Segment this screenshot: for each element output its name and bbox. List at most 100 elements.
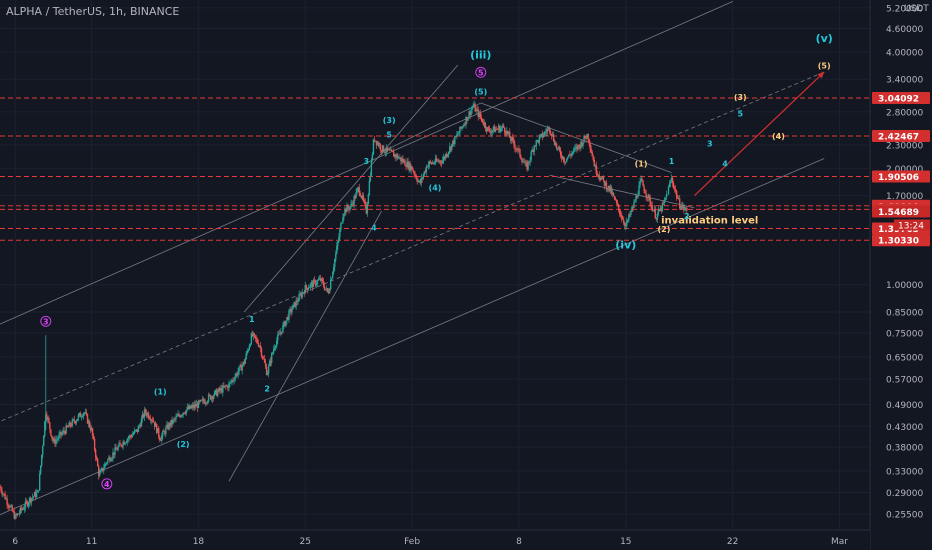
candle-body	[144, 409, 147, 413]
wave-label: 5	[478, 68, 484, 77]
wave-label: (1)	[154, 387, 167, 396]
candle-body	[579, 145, 581, 149]
candle-body	[564, 161, 566, 163]
candle-body	[152, 420, 155, 423]
candle-body	[454, 136, 456, 145]
candle-body	[226, 385, 228, 387]
price-axis[interactable]: 5.20000 4.60000 4.00000 3.40000 2.80000 2.300…	[869, 0, 932, 550]
wave-label: 2	[684, 212, 690, 221]
candle-body	[218, 388, 220, 392]
trendline[interactable]	[0, 1, 733, 338]
candle-body	[48, 418, 50, 423]
wave-label: 2	[264, 384, 270, 393]
price-axis-bg	[870, 0, 932, 550]
candle-body	[490, 131, 493, 134]
price-level-label: 2.42467	[878, 132, 919, 142]
candle-body	[672, 183, 675, 189]
candle-body	[4, 493, 6, 500]
candle-body	[355, 191, 357, 199]
candle-body	[312, 280, 315, 288]
wave-label: (1)	[635, 160, 648, 169]
candle-body	[105, 463, 107, 465]
candle-body	[413, 171, 415, 175]
candle-body	[368, 180, 371, 195]
candle-body	[447, 154, 449, 157]
candle-body	[458, 132, 460, 135]
candle-body	[247, 349, 249, 352]
trendline[interactable]	[0, 158, 825, 528]
candle-body	[30, 498, 33, 503]
candle-body	[583, 135, 585, 143]
candle-body	[330, 280, 332, 290]
trendline[interactable]	[0, 71, 825, 434]
candle-body	[393, 152, 395, 157]
candle-body	[625, 225, 627, 227]
candle-body	[530, 151, 532, 160]
trendline[interactable]	[480, 102, 672, 173]
trendline[interactable]	[549, 174, 695, 209]
candle-body	[313, 280, 316, 281]
candle-body	[422, 174, 424, 179]
candle-body	[41, 454, 43, 466]
candle-body	[293, 302, 295, 305]
candle-body	[682, 204, 684, 207]
candle-body	[400, 157, 402, 162]
candle-body	[320, 278, 323, 281]
candle-body	[238, 366, 240, 372]
candle-body	[237, 371, 239, 376]
candle-body	[166, 424, 168, 428]
candle-body	[463, 124, 465, 127]
candle-body	[44, 421, 46, 436]
candle-body	[667, 186, 670, 195]
price-tick-label: 0.43000	[886, 423, 923, 433]
candle-body	[439, 160, 442, 163]
candle-body	[659, 207, 662, 212]
candle-body	[421, 177, 423, 179]
candle-body	[611, 193, 614, 195]
candle-body	[558, 147, 561, 151]
candle-body	[416, 178, 418, 182]
trendline[interactable]	[381, 102, 481, 153]
candle-body	[279, 333, 281, 335]
candle-body	[654, 208, 656, 219]
wave-label: (iv)	[615, 239, 636, 252]
trendline[interactable]	[243, 64, 459, 313]
candle-body	[586, 133, 588, 139]
candle-body	[366, 204, 369, 214]
candle-body	[112, 452, 114, 459]
candle-body	[346, 205, 348, 213]
candle-body	[160, 440, 162, 441]
candle-body	[520, 156, 522, 160]
time-tick-label: 8	[516, 537, 522, 547]
candle-body	[462, 126, 464, 128]
candle-body	[76, 419, 79, 421]
candle-body	[685, 207, 687, 209]
trendlines-layer[interactable]	[0, 1, 825, 528]
time-axis[interactable]: 6 11 18 25 Feb 8 15 22 Mar	[0, 529, 870, 550]
candle-body	[162, 431, 164, 436]
candle-body	[381, 145, 384, 152]
trendline[interactable]	[228, 210, 382, 482]
candle-body	[69, 422, 71, 426]
candle-body	[265, 366, 268, 375]
candle-body	[176, 416, 178, 417]
candle-body	[523, 161, 525, 163]
candle-body	[581, 141, 583, 146]
candle-body	[77, 415, 80, 420]
horizontal-levels-layer[interactable]	[0, 97, 870, 241]
candle-body	[275, 346, 277, 348]
candle-body	[203, 401, 206, 404]
candle-body	[168, 423, 170, 429]
candle-body	[661, 202, 664, 211]
candle-body	[146, 413, 149, 416]
candle-body	[525, 161, 527, 164]
candle-body	[482, 122, 485, 125]
price-level-badge	[872, 91, 930, 104]
candle-body	[156, 423, 158, 433]
candle-body	[529, 159, 531, 162]
candle-body	[204, 402, 207, 404]
candle-body	[107, 459, 109, 463]
candle-body	[504, 127, 506, 133]
candle-body	[606, 189, 609, 190]
